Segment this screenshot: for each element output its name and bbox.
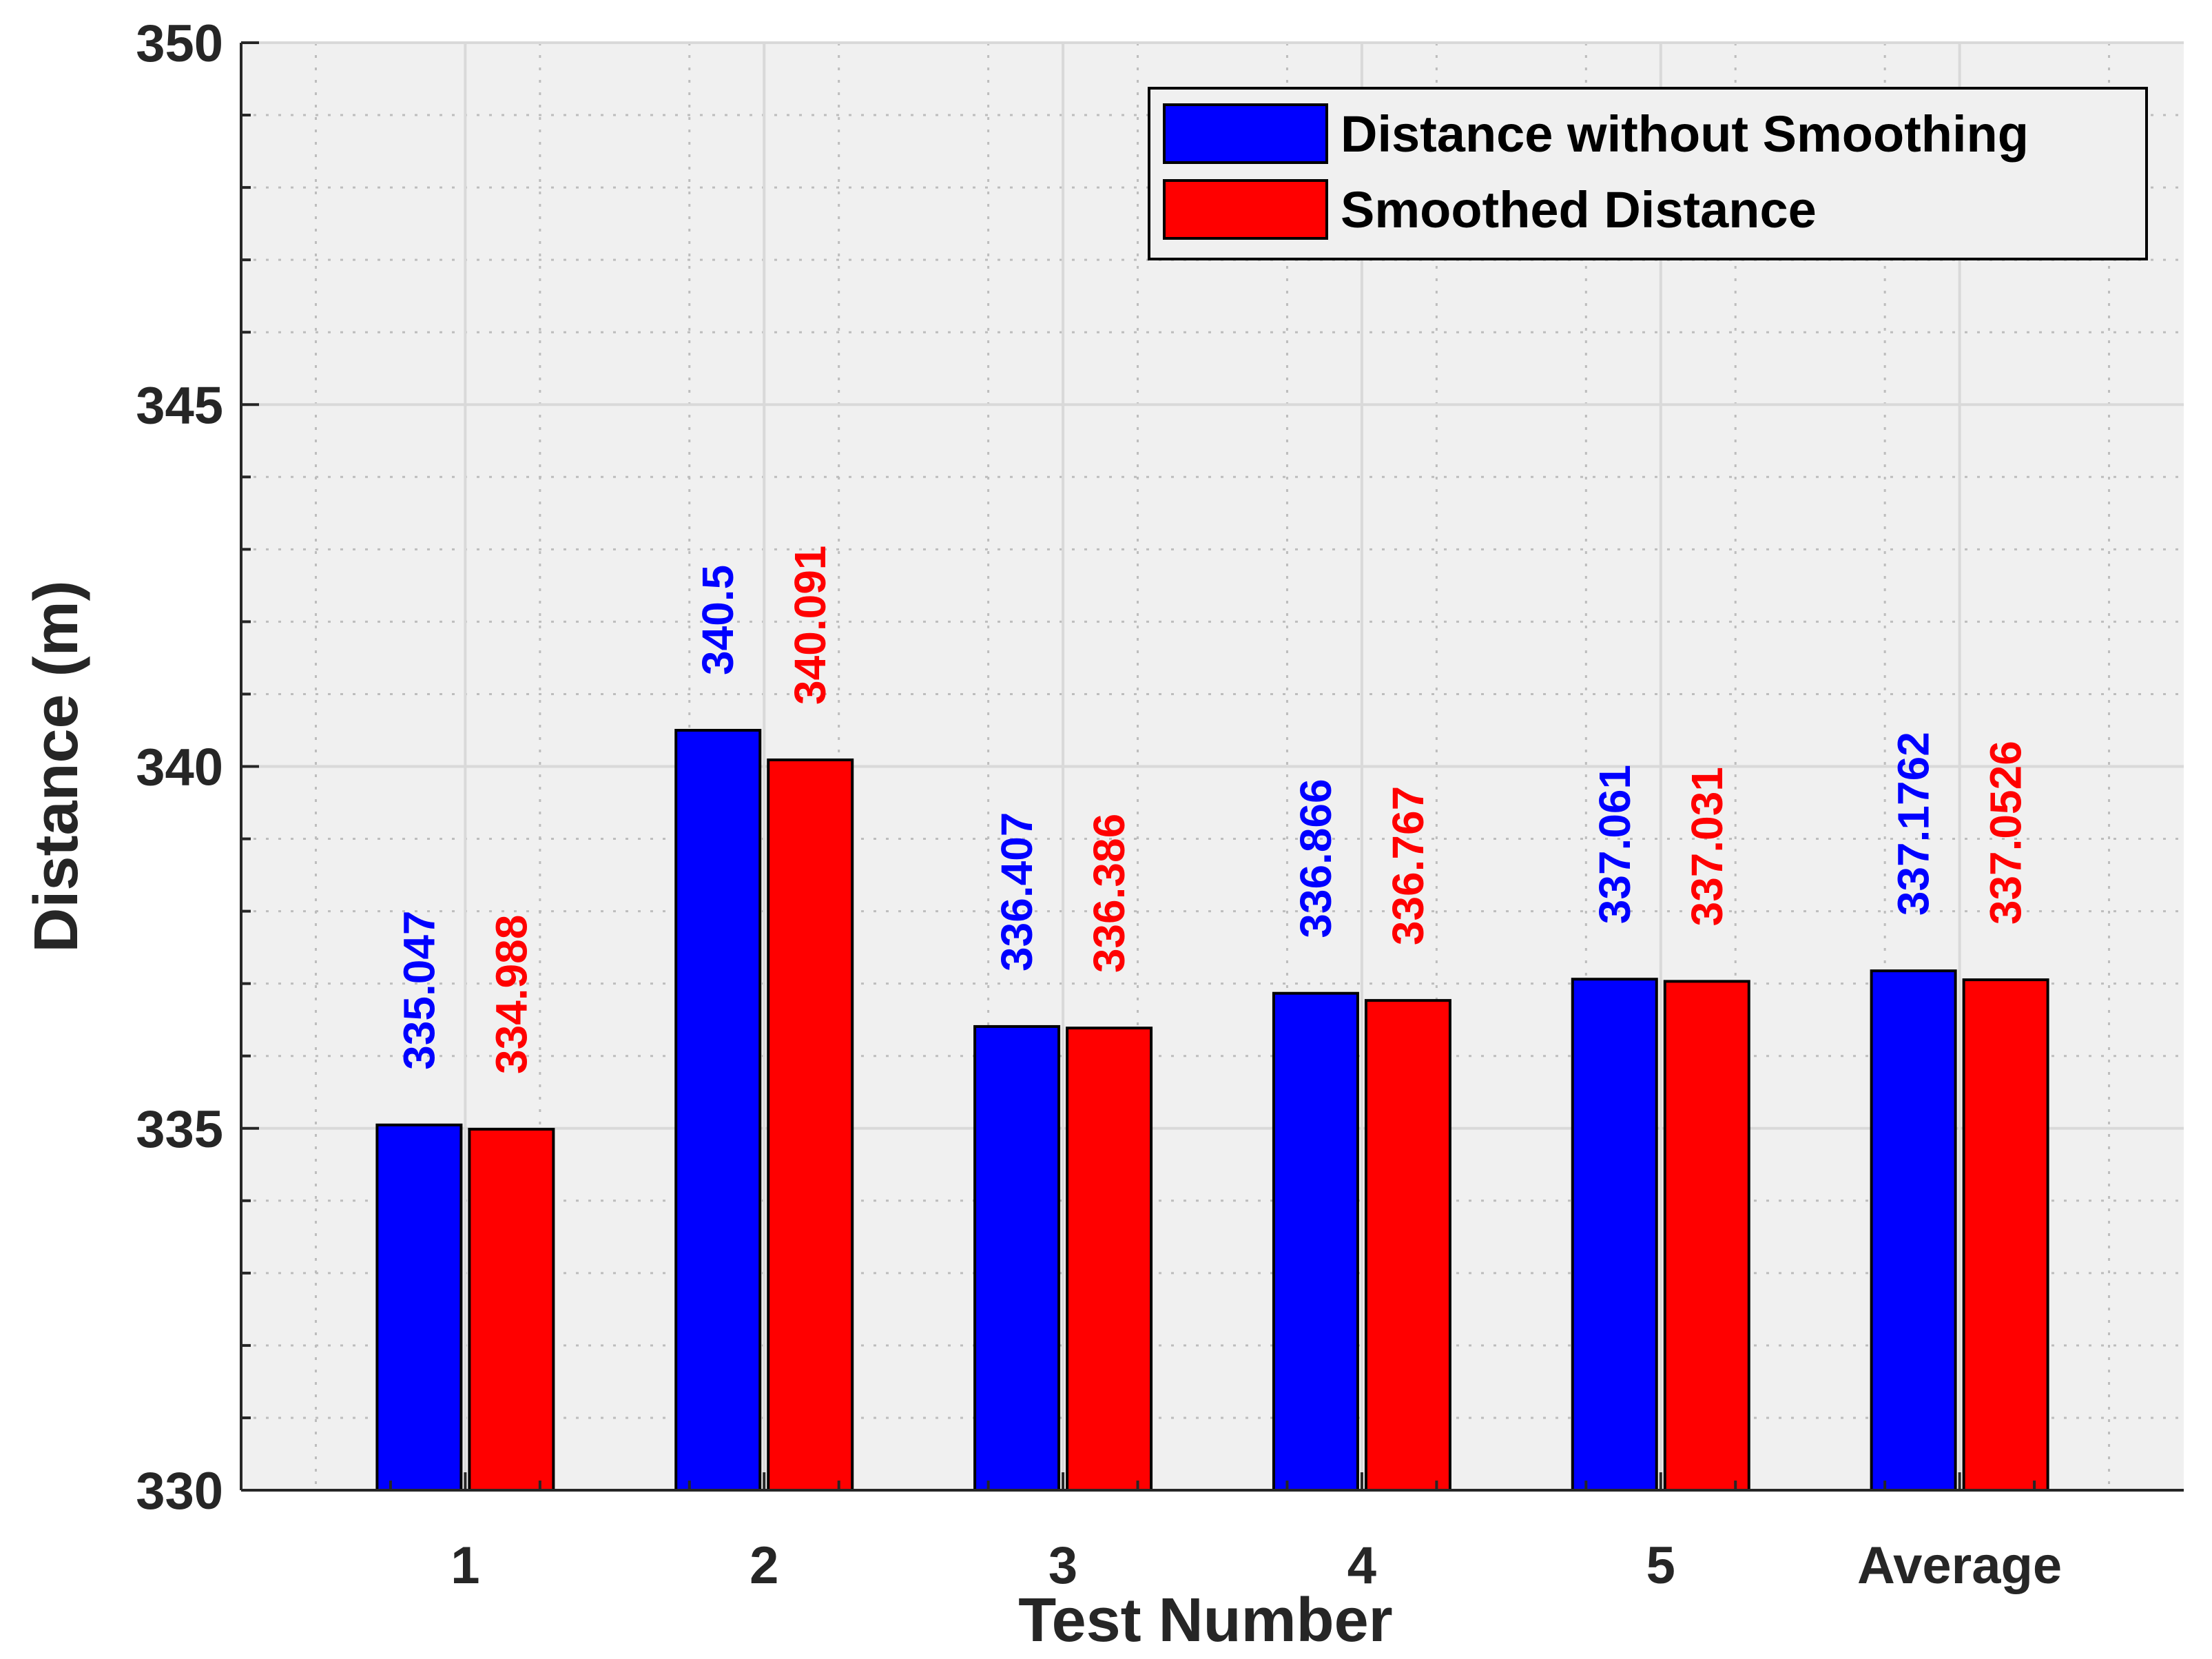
x-tick-label: 2: [750, 1536, 778, 1595]
data-label-without-smoothing-2: 340.5: [693, 565, 743, 675]
legend-label-smoothed: Smoothed Distance: [1341, 181, 1817, 238]
bar-without-smoothing-2: [674, 728, 762, 1492]
bar-smoothed-4: [1364, 999, 1451, 1492]
x-tick-label: 5: [1646, 1536, 1675, 1595]
bar-without-smoothing-5: [1571, 978, 1658, 1492]
legend: Distance without Smoothing Smoothed Dist…: [1148, 87, 2148, 260]
data-labels-group: 335.047 340.5 336.407 336.866 337.061 337.176…: [394, 546, 2030, 1074]
data-label-without-smoothing-5: 337.061: [1590, 765, 1640, 924]
data-label-without-smoothing-3: 336.407: [992, 812, 1042, 971]
bar-smoothed-5: [1663, 980, 1750, 1492]
bar-without-smoothing-4: [1272, 991, 1359, 1492]
data-label-without-smoothing-average: 337.1762: [1889, 732, 1939, 916]
data-label-smoothed-average: 337.0526: [1981, 741, 2031, 925]
axes-group: [240, 41, 2184, 1492]
x-axis-title: Test Number: [1018, 1586, 1392, 1655]
data-label-smoothed-1: 334.988: [486, 915, 536, 1074]
y-axis-title: Distance (m): [22, 580, 91, 952]
bar-without-smoothing-average: [1870, 969, 1957, 1492]
legend-swatch-smoothed: [1163, 179, 1328, 240]
x-tick-label: 3: [1048, 1536, 1077, 1595]
y-tick-label: 340: [136, 739, 223, 797]
bar-smoothed-1: [468, 1128, 555, 1492]
data-label-smoothed-5: 337.031: [1682, 767, 1732, 926]
data-label-without-smoothing-1: 335.047: [394, 910, 444, 1069]
bar-without-smoothing-3: [973, 1024, 1061, 1492]
bar-smoothed-average: [1962, 978, 2049, 1492]
data-label-smoothed-2: 340.091: [785, 546, 835, 705]
legend-label-without-smoothing: Distance without Smoothing: [1341, 105, 2029, 163]
bar-smoothed-2: [767, 758, 854, 1492]
legend-swatch-without-smoothing: [1163, 103, 1328, 164]
y-tick-label: 350: [136, 14, 223, 73]
major-grid: [241, 41, 2184, 1492]
minor-grid: [241, 43, 2184, 1490]
data-label-smoothed-3: 336.386: [1084, 814, 1134, 973]
x-tick-label: Average: [1857, 1536, 2062, 1595]
data-label-without-smoothing-4: 336.866: [1291, 779, 1341, 938]
y-tick-label: 330: [136, 1462, 223, 1521]
data-label-smoothed-4: 336.767: [1383, 786, 1433, 945]
y-tick-label: 345: [136, 376, 223, 435]
bar-without-smoothing-1: [375, 1123, 463, 1492]
y-tick-label: 335: [136, 1100, 223, 1159]
x-tick-label: 4: [1347, 1536, 1376, 1595]
bar-smoothed-3: [1066, 1027, 1153, 1492]
bars-group: [375, 728, 2049, 1492]
x-tick-label: 1: [451, 1536, 479, 1595]
